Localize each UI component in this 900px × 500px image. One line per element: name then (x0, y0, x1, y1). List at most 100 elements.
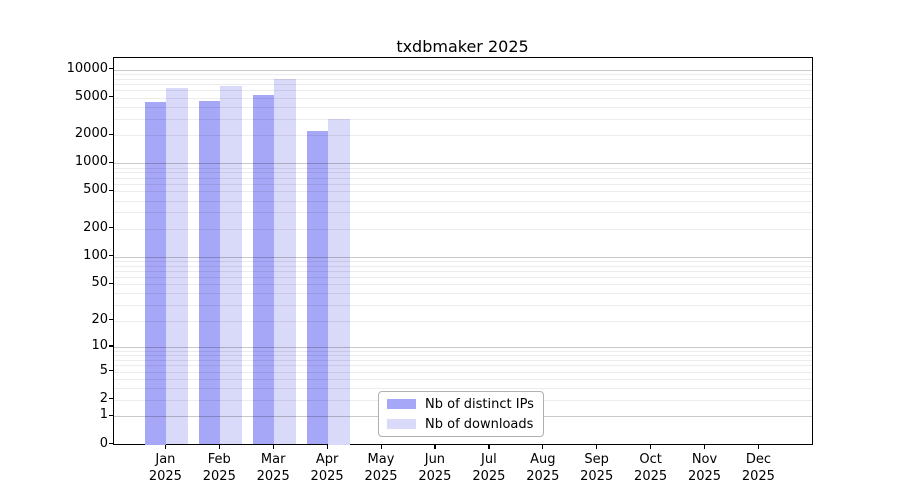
y-tick-mark (109, 227, 113, 229)
x-tick-label-year: 2025 (310, 469, 344, 484)
plot-area (113, 57, 813, 445)
bar-jan-series0 (144, 102, 167, 445)
x-tick-mark (488, 445, 490, 449)
y-tick-label: 50 (91, 275, 108, 291)
legend-item: Nb of distinct IPs (385, 394, 537, 414)
bar-feb-series1 (220, 85, 242, 445)
y-tick-label: 200 (83, 219, 108, 235)
minor-gridline (114, 200, 812, 202)
minor-gridline (114, 359, 812, 361)
x-tick-label-month: Aug (530, 452, 556, 467)
minor-gridline (114, 320, 812, 322)
x-tick-mark (326, 445, 328, 449)
x-tick-mark (542, 445, 544, 449)
y-tick-mark (109, 189, 113, 192)
y-tick-mark (109, 443, 113, 445)
y-tick-label: 10000 (66, 60, 108, 76)
x-tick-mark (434, 445, 436, 449)
x-tick-label-year: 2025 (741, 469, 775, 484)
minor-gridline (114, 293, 812, 295)
y-tick-mark (109, 282, 113, 285)
legend-swatch-distinct-ips-icon (387, 399, 416, 409)
major-gridline (114, 69, 812, 71)
y-tick-mark (109, 161, 113, 163)
y-tick-label: 2000 (74, 126, 108, 141)
x-tick-label-year: 2025 (472, 469, 506, 484)
legend: Nb of distinct IPs Nb of downloads (378, 391, 544, 437)
x-tick-mark (380, 445, 382, 449)
x-tick-mark (164, 445, 167, 449)
minor-gridline (114, 90, 812, 92)
y-tick-label: 10 (91, 337, 108, 353)
x-tick-label-month: Oct (639, 452, 662, 467)
y-tick-label: 5000 (74, 88, 108, 104)
x-tick-label-month: Jul (481, 452, 497, 467)
minor-gridline (114, 73, 812, 75)
minor-gridline (114, 228, 812, 230)
legend-label-distinct-ips: Nb of distinct IPs (425, 396, 534, 412)
minor-gridline (114, 191, 812, 193)
minor-gridline (114, 260, 812, 262)
x-tick-label-month: Sep (584, 452, 609, 467)
minor-gridline (114, 277, 812, 279)
minor-gridline (114, 355, 812, 356)
x-tick-label-month: May (367, 452, 395, 467)
bar-apr-series1 (328, 118, 350, 445)
minor-gridline (114, 172, 812, 174)
x-tick-label-year: 2025 (202, 469, 236, 484)
major-gridline (114, 346, 812, 348)
y-tick-mark (109, 255, 113, 257)
x-tick-label-year: 2025 (687, 469, 722, 484)
minor-gridline (114, 184, 812, 185)
minor-gridline (114, 212, 812, 214)
minor-gridline (114, 304, 812, 306)
legend-label-downloads: Nb of downloads (425, 416, 534, 432)
minor-gridline (114, 118, 812, 120)
y-tick-label: 0 (99, 435, 108, 451)
x-tick-label-year: 2025 (418, 469, 452, 484)
y-tick-label: 500 (83, 182, 108, 198)
legend-swatch-downloads-icon (387, 419, 416, 429)
y-tick-mark (109, 133, 113, 135)
x-tick-mark (596, 445, 598, 449)
x-tick-mark (272, 445, 274, 449)
bar-mar-series1 (274, 78, 296, 445)
x-tick-mark (704, 445, 706, 449)
y-tick-mark (109, 414, 113, 416)
x-tick-label-month: Feb (207, 452, 231, 467)
bar-jan-series1 (166, 88, 188, 445)
bar-apr-series0 (306, 131, 329, 445)
y-tick-mark (109, 345, 113, 347)
minor-gridline (114, 265, 812, 267)
minor-gridline (114, 365, 812, 367)
legend-item: Nb of downloads (385, 414, 537, 434)
minor-gridline (114, 350, 812, 352)
x-tick-mark (757, 445, 760, 449)
x-tick-label-year: 2025 (634, 469, 668, 484)
minor-gridline (114, 271, 812, 272)
y-tick-mark (109, 68, 113, 70)
bar-mar-series0 (252, 95, 275, 445)
x-tick-label-month: Nov (691, 452, 718, 467)
y-tick-label: 100 (83, 247, 108, 263)
x-tick-label-month: Dec (745, 452, 771, 467)
y-tick-label: 1000 (74, 154, 108, 170)
x-tick-label-month: Apr (315, 452, 339, 467)
minor-gridline (114, 284, 812, 286)
bar-feb-series0 (198, 101, 221, 445)
y-tick-mark (109, 96, 113, 98)
minor-gridline (114, 106, 812, 108)
chart-title: txdbmaker 2025 (396, 37, 529, 56)
minor-gridline (114, 379, 812, 380)
x-tick-mark (650, 445, 652, 449)
major-gridline (114, 163, 812, 165)
x-tick-label-year: 2025 (256, 469, 290, 484)
x-tick-mark (218, 445, 220, 449)
minor-gridline (114, 78, 812, 80)
x-tick-label-month: Jun (424, 452, 446, 467)
minor-gridline (114, 388, 812, 390)
y-tick-mark (109, 370, 113, 372)
y-tick-label: 5 (99, 362, 108, 378)
minor-gridline (114, 177, 812, 179)
